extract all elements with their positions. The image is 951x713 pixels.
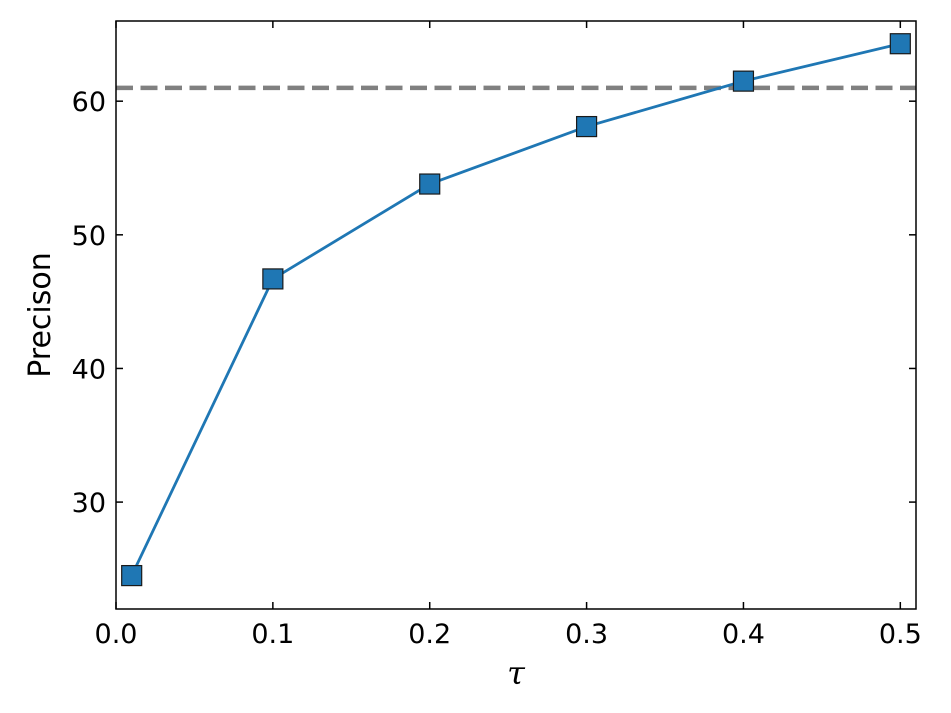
y-tick-label: 50 [72, 221, 106, 252]
x-tick-label: 0.3 [565, 619, 608, 650]
data-point [121, 564, 143, 587]
y-tick-label: 60 [72, 87, 106, 118]
data-point [262, 268, 284, 290]
x-tick-label: 0.2 [408, 619, 451, 650]
data-point [732, 70, 755, 92]
series-line [130, 42, 901, 577]
x-tick-label: 0.0 [95, 619, 138, 650]
data-point [889, 33, 911, 55]
data-point [419, 173, 441, 195]
data-point [575, 115, 598, 138]
x-tick-label: 0.4 [722, 619, 765, 650]
x-axis-title: τ [507, 654, 526, 692]
plot-frame [115, 20, 917, 610]
y-tick-label: 40 [72, 354, 106, 385]
x-tick-label: 0.1 [251, 619, 294, 650]
x-tick-label: 0.5 [879, 619, 922, 650]
y-tick-label: 30 [72, 488, 106, 519]
y-axis-title: Precison [23, 252, 58, 378]
